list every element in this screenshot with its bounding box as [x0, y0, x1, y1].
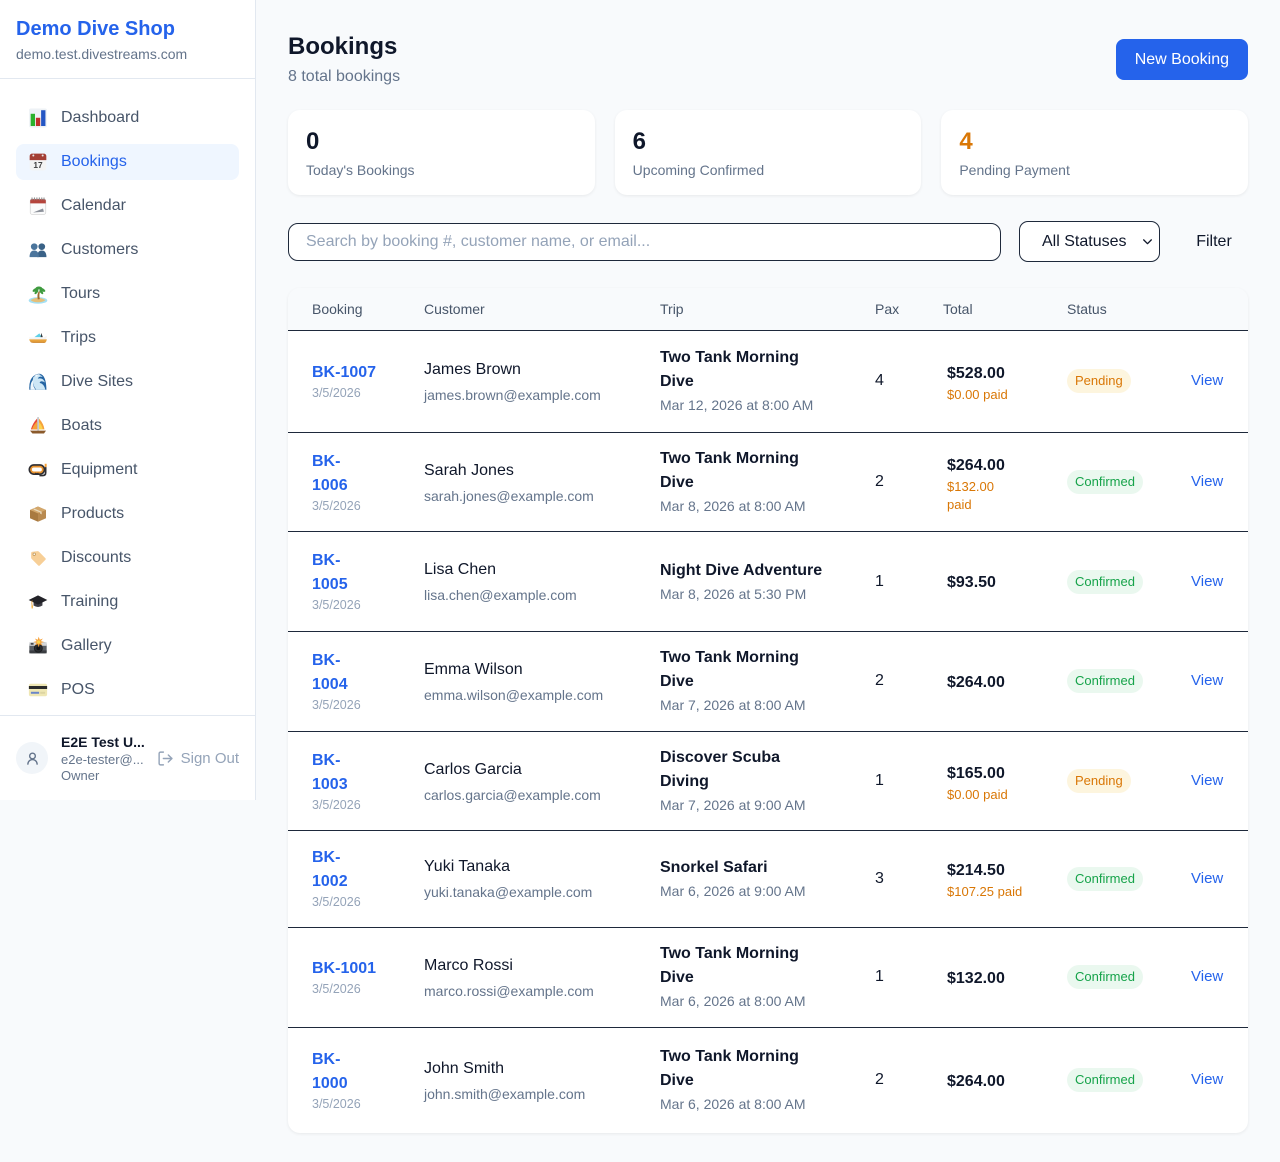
svg-text:17: 17	[33, 160, 43, 170]
